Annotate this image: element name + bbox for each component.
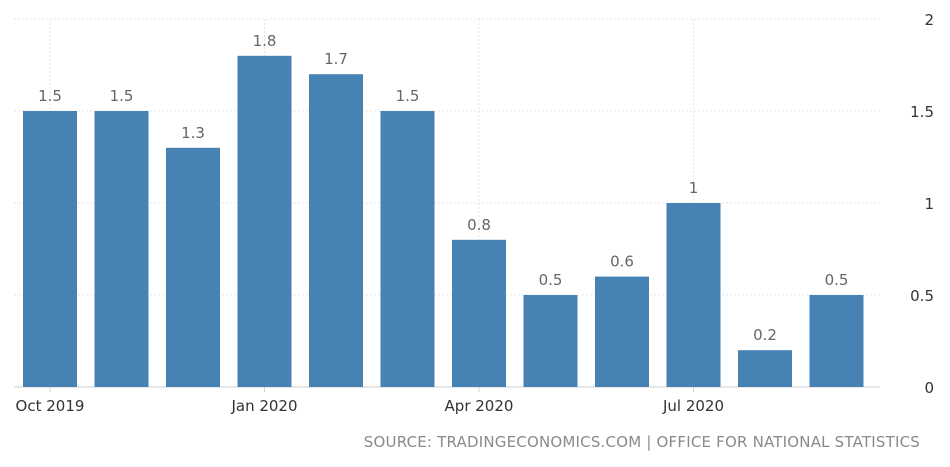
data-label: 0.8 [467, 216, 491, 234]
bar [452, 239, 506, 387]
bar [23, 111, 77, 387]
data-label: 0.5 [539, 271, 563, 289]
data-label: 1.5 [38, 87, 62, 105]
x-tick-label: Apr 2020 [445, 397, 514, 415]
x-tick-label: Jul 2020 [662, 397, 724, 415]
data-label: 0.6 [610, 253, 634, 271]
y-tick-label: 0 [924, 379, 934, 397]
data-label: 1.7 [324, 50, 348, 68]
y-tick-label: 2 [924, 11, 934, 29]
x-tick-label: Oct 2019 [16, 397, 85, 415]
y-tick-label: 1.5 [910, 103, 934, 121]
bar [380, 111, 435, 387]
data-label: 1 [689, 179, 699, 197]
data-label: 0.5 [825, 271, 849, 289]
bars [23, 55, 864, 388]
bar [309, 74, 363, 387]
bar [94, 111, 149, 387]
bar [523, 295, 578, 387]
bar [166, 147, 220, 387]
bar [809, 295, 864, 387]
data-label: 0.2 [753, 326, 777, 344]
source-caption: SOURCE: TRADINGECONOMICS.COM | OFFICE FO… [363, 433, 920, 451]
bar [666, 203, 721, 387]
bar [595, 276, 649, 387]
bar [738, 350, 792, 387]
y-tick-label: 0.5 [910, 287, 934, 305]
data-label: 1.8 [253, 32, 277, 50]
data-labels: 1.5 1.5 1.3 1.8 1.7 1.5 0.8 0.5 0.6 1 0.2 0.5 [38, 32, 848, 344]
bar [237, 55, 292, 388]
x-axis: Oct 2019 Jan 2020 Apr 2020 Jul 2020 [16, 387, 724, 415]
data-label: 1.5 [396, 87, 420, 105]
x-tick-label: Jan 2020 [230, 397, 297, 415]
data-label: 1.3 [181, 124, 205, 142]
y-tick-label: 1 [924, 195, 934, 213]
y-axis: 0 0.5 1 1.5 2 [910, 11, 934, 397]
data-label: 1.5 [110, 87, 134, 105]
